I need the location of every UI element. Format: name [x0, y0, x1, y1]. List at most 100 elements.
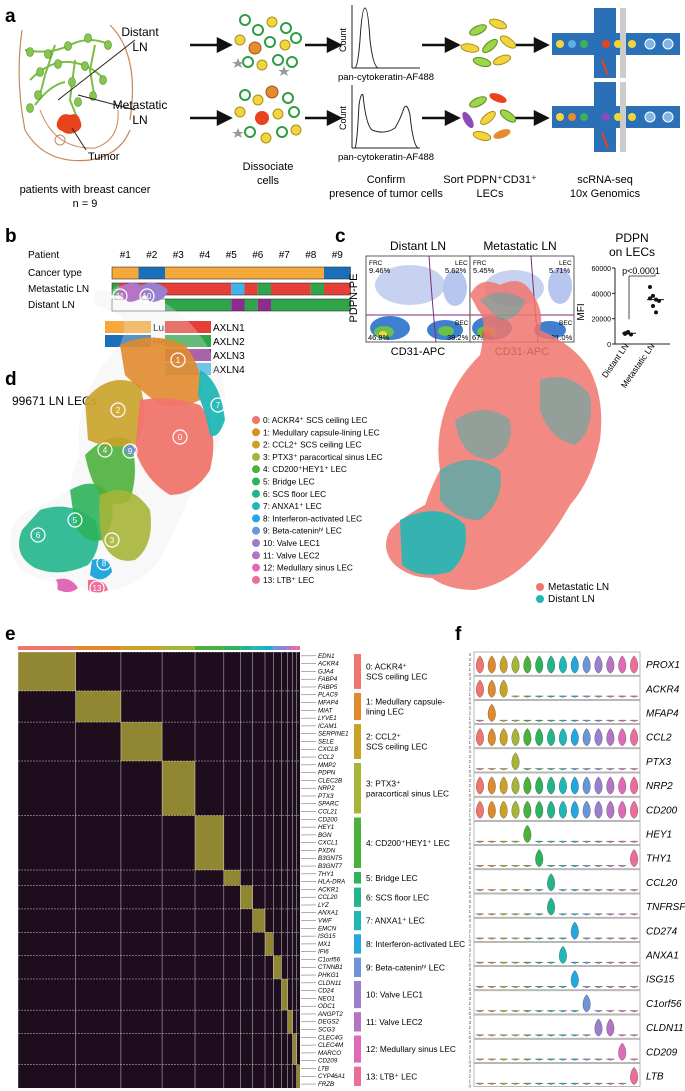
heatmap-cluster-swatch	[354, 654, 361, 689]
metastatic-ln-cell	[244, 283, 258, 295]
cancer-type-cell	[138, 267, 165, 279]
heatmap-gene-label: NRP2	[318, 785, 335, 792]
distant-ln-cell	[271, 299, 298, 311]
heatmap-gene-label: MARCO	[318, 1050, 341, 1057]
umap-cluster-marker	[89, 580, 105, 596]
violin-shape	[535, 719, 544, 722]
violin-shape	[535, 889, 544, 892]
violin-shape	[535, 728, 544, 746]
cell-count-label: 99671 LN LECs	[12, 394, 97, 408]
legend-dot-condition	[536, 595, 544, 603]
legend-label-axln2: AXLN2	[213, 337, 245, 348]
violin-shape	[535, 800, 544, 819]
distant-ln-cell	[297, 299, 324, 311]
violin-shape	[475, 768, 485, 771]
heatmap-gene-label: CCL2	[318, 754, 334, 761]
violin-shape	[546, 768, 556, 771]
violin-shape	[475, 840, 485, 843]
violin-ytick: 1	[469, 812, 472, 817]
heatmap-cluster-label: 12: Medullary sinus LEC	[366, 1044, 456, 1054]
panel-f: 43210PROX143210ACKR443210MFAP443210CCL24…	[469, 651, 685, 1089]
violin-ytick: 2	[469, 783, 472, 788]
legend-label-axln4: AXLN4	[213, 365, 245, 376]
violin-shape	[594, 776, 603, 795]
violin-shape	[546, 937, 556, 940]
metastatic-ln-cell	[257, 283, 271, 295]
violin-shape	[618, 1082, 627, 1085]
heatmap-cluster-label: paracortical sinus LEC	[366, 788, 449, 798]
violin-ytick: 1	[469, 740, 472, 745]
violin-shape	[582, 728, 591, 746]
umap-cluster-id: 10	[143, 292, 152, 301]
violin-shape	[475, 1058, 485, 1061]
violin-shape	[511, 937, 520, 940]
violin-ytick: 0	[469, 1059, 472, 1064]
heatmap-gene-label: B3GNT5	[318, 855, 343, 862]
violin-shape	[546, 986, 556, 988]
violin-shape	[629, 913, 639, 916]
violin-shape	[558, 1010, 568, 1013]
heatmap-cluster-swatch	[354, 887, 361, 907]
legend-label-cluster-13: 13: LTB⁺ LEC	[263, 575, 314, 585]
violin-shape	[523, 655, 532, 674]
heatmap-gene-label: SELE	[318, 738, 335, 745]
violin-ytick: 0	[469, 793, 472, 798]
heatmap-gene-label: BGN	[318, 832, 332, 839]
violin-shape	[570, 865, 579, 867]
violin-shape	[618, 728, 627, 746]
violin-ytick: 4	[469, 676, 472, 681]
violin-shape	[558, 865, 568, 867]
label-sort: Sort PDPN⁺CD31⁺	[443, 174, 537, 186]
heatmap-cluster-swatch	[354, 872, 361, 884]
violin-gene-label: CD274	[646, 926, 678, 937]
mfi-point-metastatic	[648, 285, 652, 289]
violin-ytick: 4	[469, 918, 472, 923]
violin-shape	[499, 655, 508, 674]
heatmap-gene-label: FABP5	[318, 684, 338, 691]
violin-shape	[570, 719, 579, 722]
violin-shape	[523, 719, 532, 722]
violin-shape	[582, 719, 591, 722]
violin-gene-label: CCL2	[646, 733, 672, 744]
violin-ytick: 1	[469, 1079, 472, 1084]
umap-condition	[386, 281, 602, 590]
violin-shape	[582, 768, 591, 771]
heatmap-gene-label: SCG3	[318, 1027, 335, 1034]
violin-shape	[570, 695, 579, 698]
umap-cluster-id: 12	[46, 581, 55, 590]
violin-ytick: 2	[469, 904, 472, 909]
violin-shape	[629, 719, 639, 722]
violin-shape	[535, 1010, 544, 1013]
legend-dot-cluster-5	[252, 477, 260, 486]
violin-ytick: 1	[469, 691, 472, 696]
violin-gene-label: PROX1	[646, 660, 680, 671]
heatmap-gene-label: PLAC9	[318, 692, 338, 699]
flow-arrows	[190, 36, 550, 127]
heatmap-gene-label: MX1	[318, 941, 331, 948]
violin-shape	[582, 961, 591, 964]
violin-shape	[606, 695, 615, 698]
panel-a: Distant LN Metastatic LN Tumor patients …	[18, 5, 680, 210]
mfi-sig-bracket	[628, 274, 656, 320]
violin-shape	[475, 1082, 485, 1085]
violin-shape	[594, 889, 603, 892]
violin-ytick: 3	[469, 1044, 472, 1049]
violin-ytick: 0	[469, 987, 472, 992]
violin-shape	[629, 840, 639, 843]
heatmap-gene-label: CD209	[318, 1058, 338, 1065]
heatmap-cluster-swatch	[354, 957, 361, 977]
tumor-shape	[56, 114, 82, 134]
violin-ytick: 3	[469, 826, 472, 831]
heatmap-gene-label: VWF	[318, 918, 333, 925]
label-confirm-2: presence of tumor cells	[329, 188, 443, 200]
violin-shape	[547, 873, 555, 892]
panel-label-c: c	[335, 226, 346, 247]
violin-ytick: 4	[469, 967, 472, 972]
violin-shape	[535, 913, 544, 916]
violin-shape	[558, 1034, 568, 1037]
violin-shape	[558, 695, 568, 698]
mfi-plot: PDPN on LECs MFI p<0.0001 0 20000 40000 600…	[576, 231, 670, 390]
heatmap-cluster-bar	[292, 646, 297, 650]
umap-cluster-marker	[104, 532, 120, 548]
gate-bec-2: BEC	[559, 320, 573, 327]
